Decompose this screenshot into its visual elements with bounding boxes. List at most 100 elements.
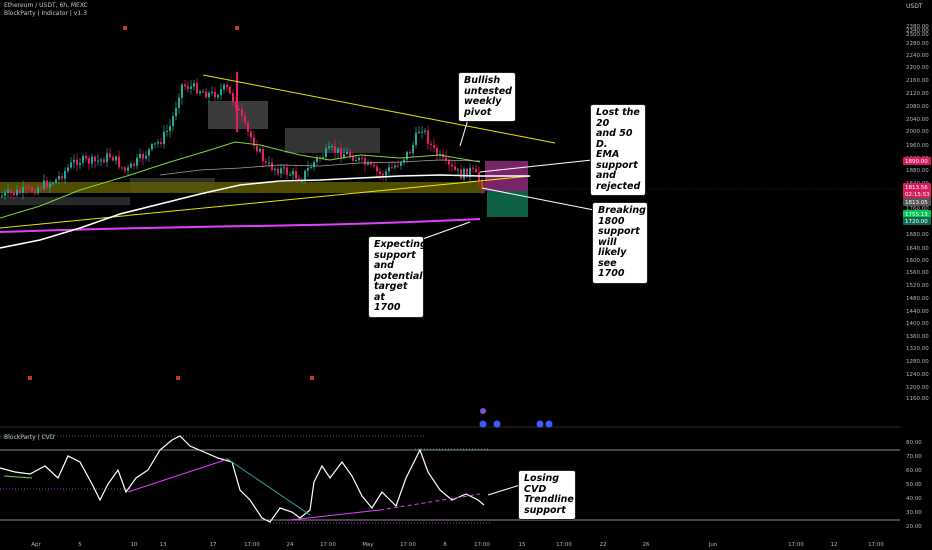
candle-body (337, 148, 339, 153)
candle-body (238, 109, 240, 111)
annotation-losing-cvd[interactable]: Losing CVD Trendline support (518, 470, 576, 520)
price-tag-countdown: 02:15:53 (905, 192, 930, 198)
cvd-axis: 80.00 70.00 60.00 50.00 40.00 30.00 20.00 (906, 440, 922, 530)
candle-body (34, 191, 36, 194)
symbol-title[interactable]: Ethereum / USDT, 6h, MEXC (4, 2, 88, 9)
price-axis-label: 2240.00 (906, 53, 929, 59)
candle-body (418, 132, 420, 134)
candle-body (199, 91, 201, 94)
candle-body (451, 164, 453, 167)
event-marker (28, 376, 32, 380)
candle-body (415, 132, 417, 145)
candle-body (61, 176, 63, 179)
price-tag-countdown-bg (903, 190, 931, 198)
white-trend-line (0, 174, 530, 249)
candle-body (67, 167, 69, 171)
annotation-expecting-support[interactable]: Expecting support and potential target at 170… (368, 236, 427, 318)
candle-body (406, 151, 408, 160)
candle-body (43, 180, 45, 189)
candle-body (244, 116, 246, 123)
price-axis-label: 1880.00 (906, 168, 929, 174)
candle-body (91, 156, 93, 164)
candle-body (277, 168, 279, 174)
time-axis-label: 17:00 (244, 542, 260, 548)
candle-body (214, 91, 216, 98)
candle-body (55, 179, 57, 183)
candle-body (370, 162, 372, 165)
candle-body (421, 131, 423, 133)
price-tag-green-bg (903, 210, 931, 218)
candle-body (187, 86, 189, 89)
candle-body (229, 87, 231, 94)
candle-body (100, 159, 102, 161)
price-axis-label: 1440.00 (906, 309, 929, 315)
candle-body (343, 153, 345, 158)
candle-body (382, 173, 384, 176)
time-axis-label: 10 (131, 542, 138, 548)
cvd-trendline-teal (225, 457, 311, 516)
candle-body (469, 167, 471, 177)
candle-body (145, 155, 147, 159)
candle-body (463, 168, 465, 179)
candle-body (202, 91, 204, 93)
event-marker (310, 376, 314, 380)
cvd-trendline-magenta (127, 459, 226, 493)
price-axis-label: 2040.00 (906, 117, 929, 123)
candle-body (286, 167, 288, 175)
time-axis-label: 22 (600, 542, 607, 548)
candle-body (103, 159, 105, 163)
cvd-axis-label: 60.00 (906, 468, 922, 474)
price-tag-pink-bg (903, 157, 931, 165)
candle-body (400, 162, 402, 166)
economic-event-icon (536, 420, 544, 428)
time-axis-label: 17:00 (556, 542, 572, 548)
candle-body (7, 190, 9, 193)
candle-body (430, 143, 432, 145)
candle-body (256, 145, 258, 152)
candle-body (136, 157, 138, 166)
candle-body (388, 167, 390, 172)
candle-body (37, 187, 39, 194)
time-axis-label: 17:00 (868, 542, 884, 548)
candle-body (253, 137, 255, 146)
candle-body (379, 171, 381, 174)
currency-label[interactable]: USDT (906, 3, 923, 10)
price-axis-label: 2160.00 (906, 78, 929, 84)
candle-body (208, 92, 210, 98)
candle-body (85, 155, 87, 159)
annotation-lost-ema[interactable]: Lost the 20 and 50 D. EMA support and rejecte… (590, 104, 646, 196)
price-tag-pink: 1890.00 (905, 159, 928, 165)
candle-body (25, 187, 27, 189)
candle-body (424, 130, 426, 132)
candle-body (1, 195, 3, 197)
price-axis-label: 1480.00 (906, 296, 929, 302)
candle-body (397, 165, 399, 167)
time-axis-label: 26 (643, 542, 650, 548)
indicator-title[interactable]: BlockParty | Indicator | v1.3 (4, 10, 87, 17)
candle-body (295, 171, 297, 179)
annotation-bullish-pivot[interactable]: Bullish untested weekly pivot (458, 72, 516, 122)
price-axis-label: 1760.00 (906, 206, 929, 212)
grey-ma-line (159, 159, 481, 176)
time-axis-label: 24 (287, 542, 294, 548)
candle-body (367, 162, 369, 165)
candle-body (70, 162, 72, 168)
price-axis-label: 2120.00 (906, 91, 929, 97)
time-axis-label: 17:00 (788, 542, 804, 548)
price-axis-label: 2200.00 (906, 65, 929, 71)
time-axis-label: 17 (210, 542, 217, 548)
candle-body (358, 157, 360, 161)
candle-body (16, 190, 18, 195)
time-axis-label: 12 (831, 542, 838, 548)
cvd-indicator-title[interactable]: BlockParty | CVD (4, 434, 55, 441)
arrow-cvd (487, 484, 521, 496)
candle-body (205, 91, 207, 98)
candle-body (460, 169, 462, 179)
candle-body (10, 190, 12, 194)
price-tag-green: 1755.13 (905, 212, 928, 218)
candle-body (283, 167, 285, 169)
candle-body (88, 158, 90, 164)
candle-body (241, 109, 243, 117)
annotation-breaking-1800[interactable]: Breaking 1800 support will likely see 1700 (592, 202, 648, 284)
